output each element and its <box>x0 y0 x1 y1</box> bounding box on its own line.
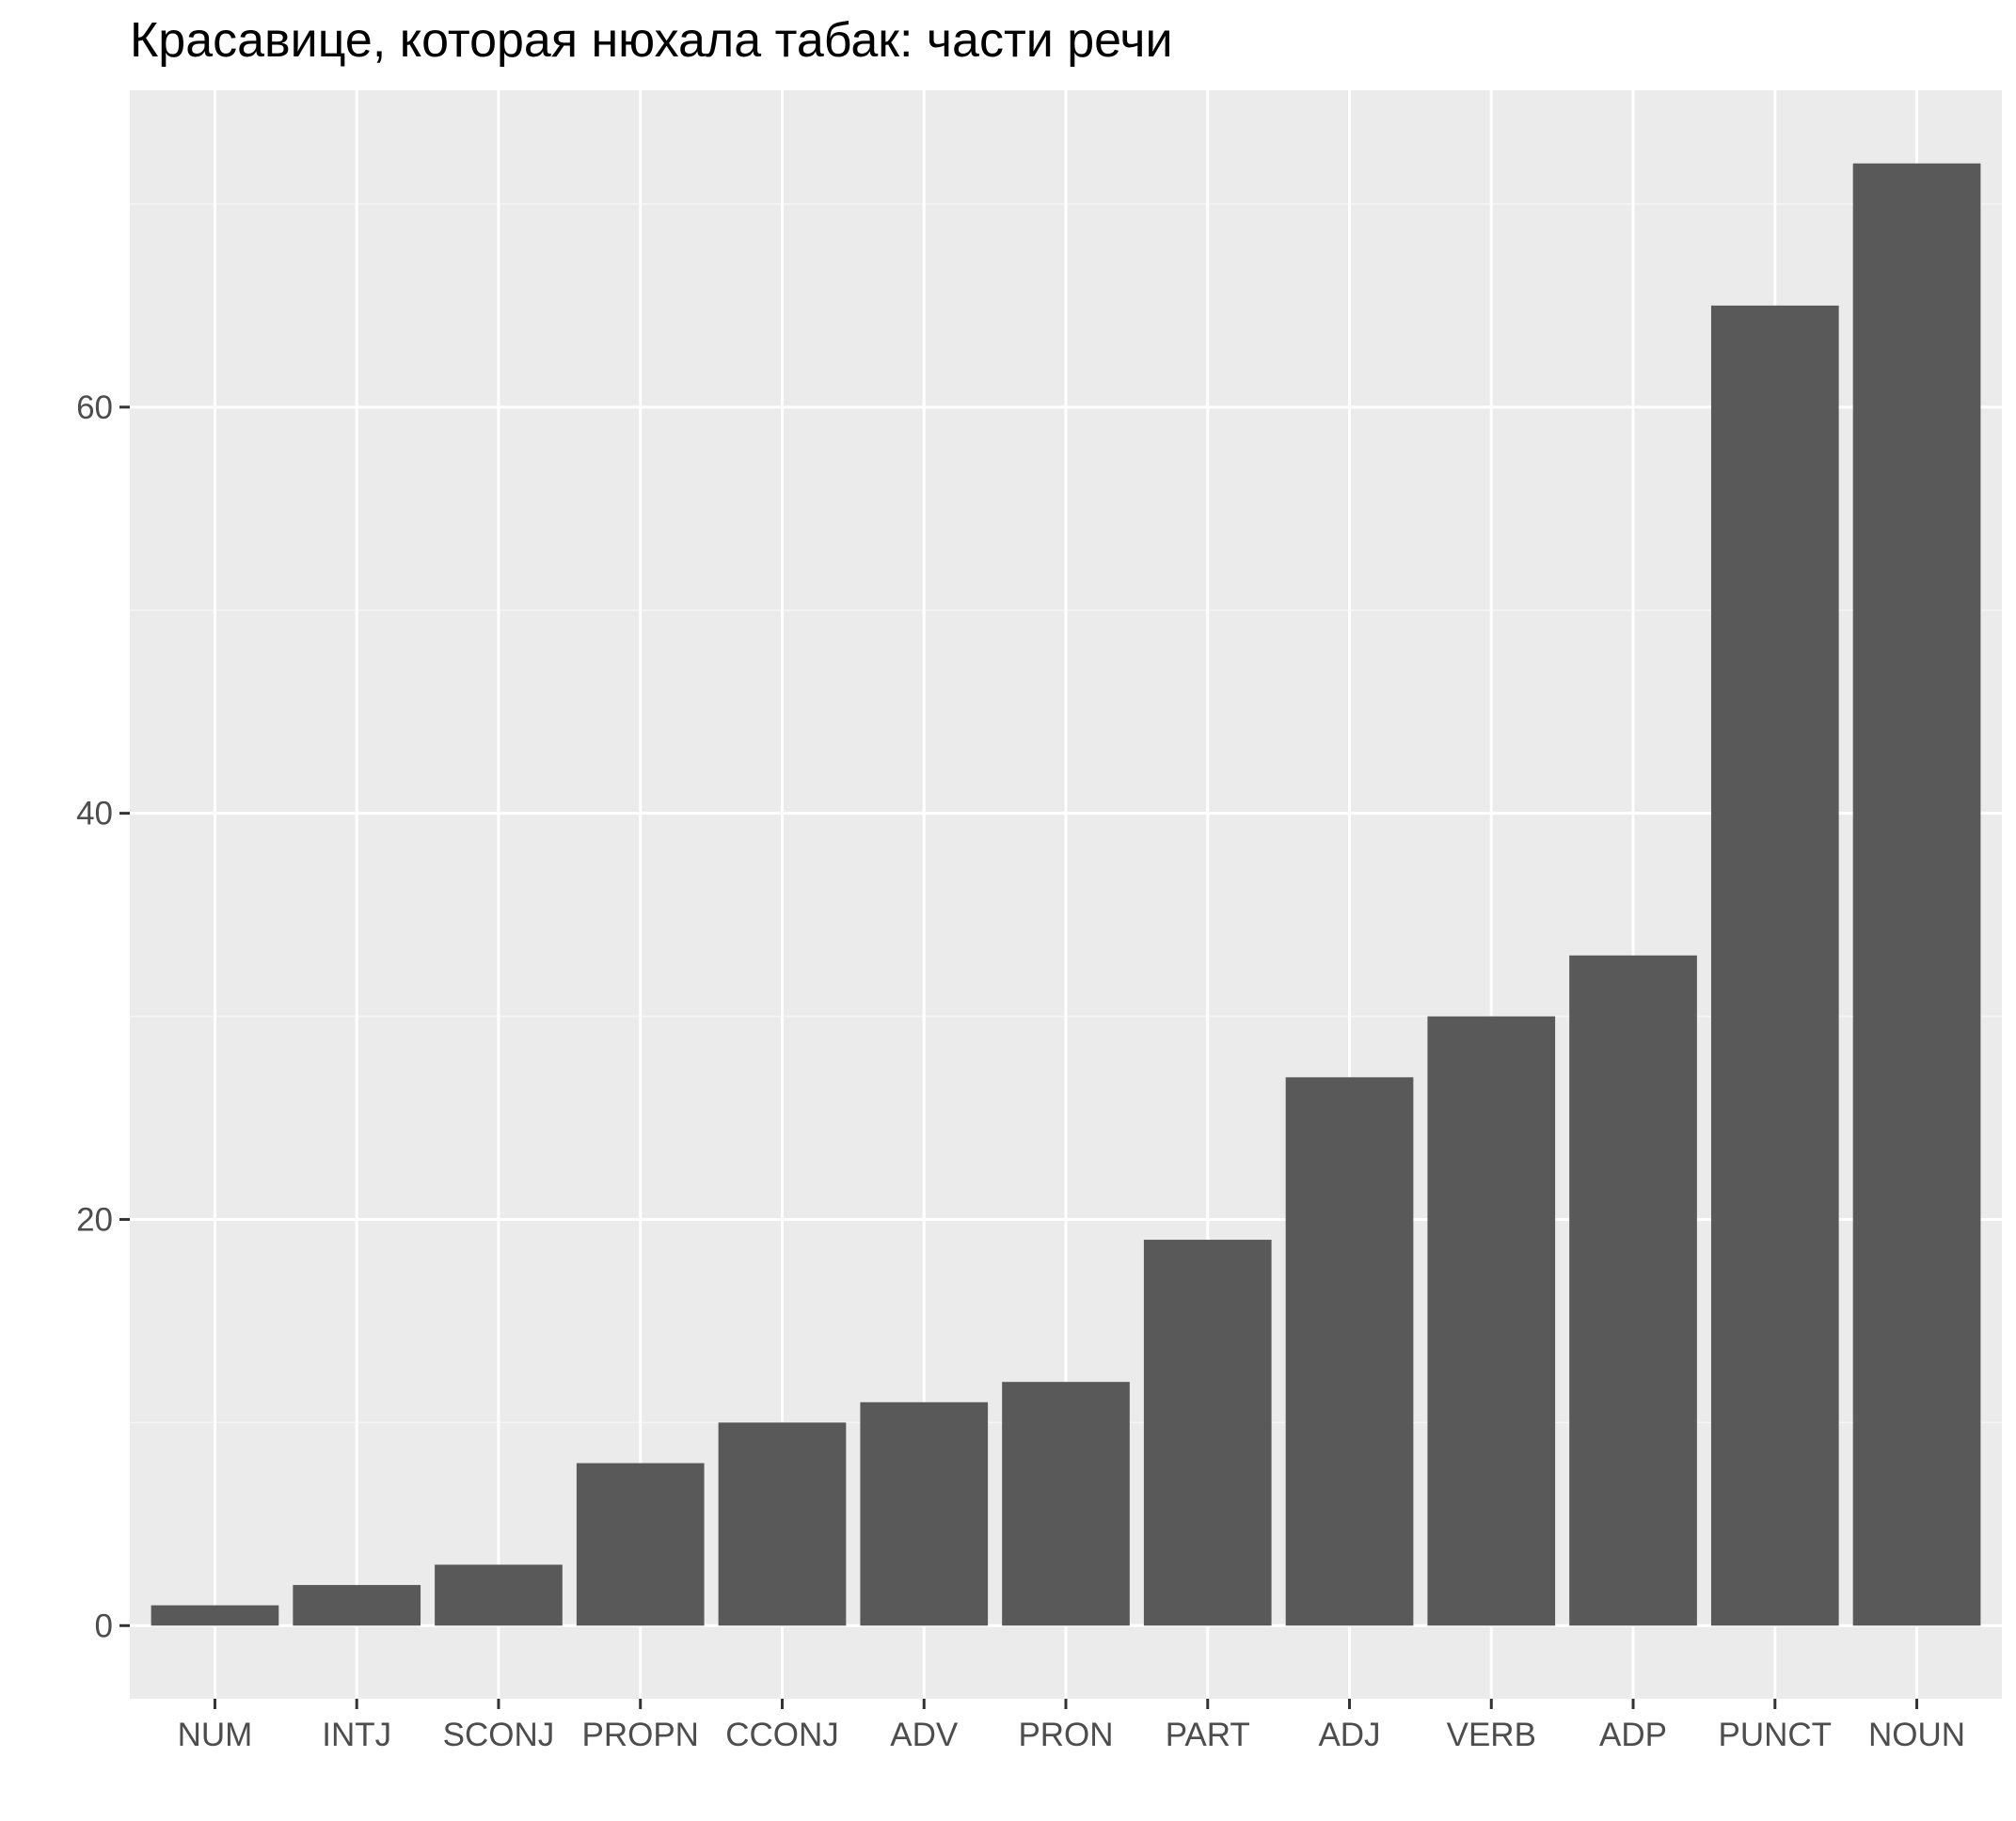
bars <box>151 163 1981 1626</box>
x-tick-label: PRON <box>1018 1717 1113 1753</box>
bar-cconj <box>718 1422 847 1626</box>
y-tick-label: 60 <box>76 389 113 426</box>
x-tick-label: PART <box>1166 1717 1250 1753</box>
bar-propn <box>576 1463 705 1626</box>
bar-verb <box>1427 1016 1556 1626</box>
bar-noun <box>1852 163 1981 1626</box>
x-tick-label: PUNCT <box>1719 1717 1833 1753</box>
bar-adp <box>1569 955 1697 1626</box>
bar-adj <box>1285 1077 1414 1626</box>
bar-pron <box>1002 1382 1130 1626</box>
chart-title: Красавице, которая нюхала табак: части р… <box>130 13 1173 68</box>
x-axis: NUM INTJ SCONJ PROPN CCONJ ADV PRON PART ADJ VERB… <box>178 1699 1965 1753</box>
x-tick-label: INTJ <box>322 1717 391 1753</box>
bar-adv <box>860 1401 989 1626</box>
x-tick-label: CCONJ <box>725 1717 839 1753</box>
x-tick-label: ADV <box>890 1717 959 1753</box>
y-tick-label: 20 <box>76 1201 113 1238</box>
x-tick-label: SCONJ <box>443 1717 555 1753</box>
bar-num <box>151 1605 279 1626</box>
bar-part <box>1143 1240 1272 1626</box>
bar-intj <box>293 1585 421 1626</box>
y-tick-label: 0 <box>95 1607 113 1644</box>
x-tick-label: PROPN <box>581 1717 698 1753</box>
bar-punct <box>1710 305 1839 1626</box>
x-tick-label: VERB <box>1447 1717 1536 1753</box>
y-axis: 0 20 40 60 <box>76 389 130 1644</box>
bar-sconj <box>435 1564 563 1626</box>
x-tick-label: NUM <box>178 1717 253 1753</box>
x-tick-label: ADP <box>1599 1717 1667 1753</box>
y-tick-label: 40 <box>76 796 113 832</box>
x-tick-label: ADJ <box>1318 1717 1380 1753</box>
x-tick-label: NOUN <box>1868 1717 1965 1753</box>
